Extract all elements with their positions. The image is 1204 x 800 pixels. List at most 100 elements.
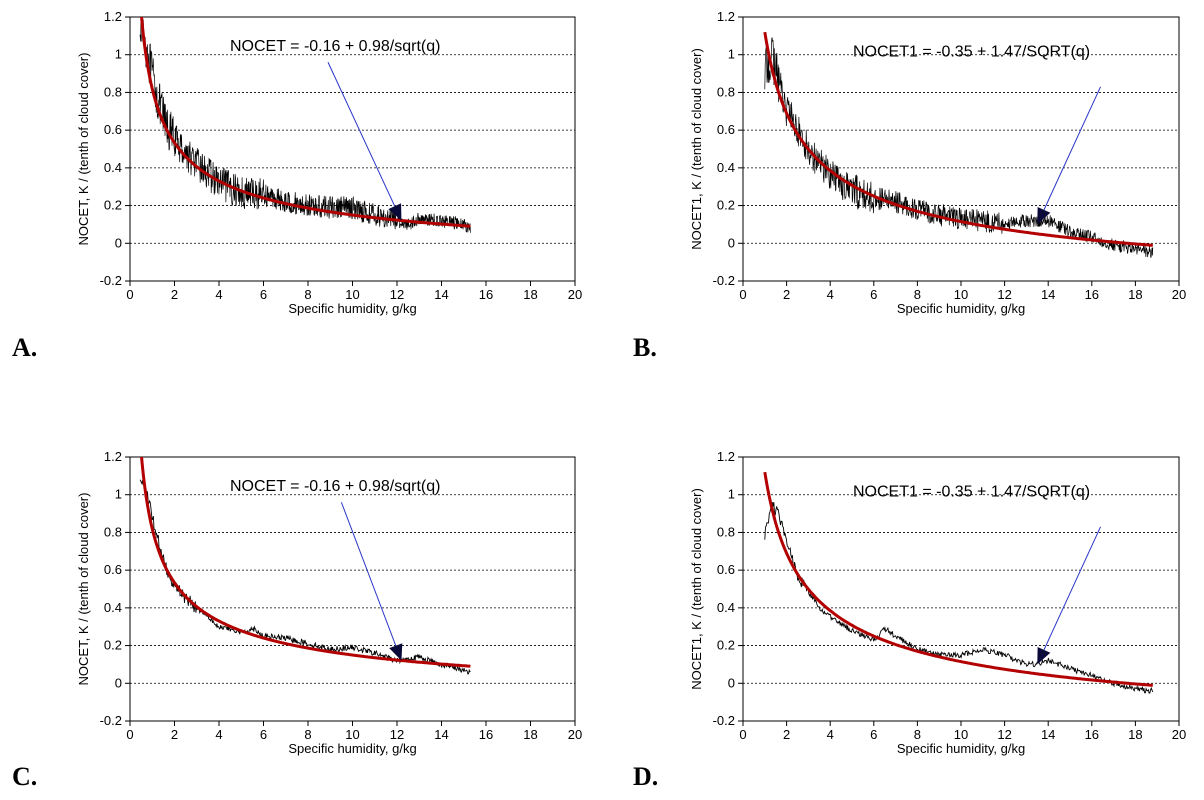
fit-curve-line: [763, 471, 1153, 687]
y-tick-label: 0.8: [104, 84, 122, 99]
x-tick-label: 2: [171, 727, 178, 742]
gridlines: [743, 494, 1179, 684]
x-tick-label: 10: [954, 287, 968, 302]
x-tick-label: 2: [783, 287, 790, 302]
x-tick-label: 12: [390, 727, 404, 742]
x-tick-label: 4: [215, 727, 222, 742]
x-axis-label: Specific humidity, g/kg: [897, 741, 1025, 756]
y-axis-label: NOCET1, K / (tenth of cloud cover): [689, 48, 704, 250]
x-tick-label: 12: [390, 287, 404, 302]
x-tick-label: 8: [304, 287, 311, 302]
y-tick-label: 1.2: [104, 9, 122, 24]
x-tick-label: 20: [568, 287, 582, 302]
x-tick-label: 14: [1041, 727, 1055, 742]
gridlines: [743, 54, 1179, 244]
y-tick-label: -0.2: [713, 713, 735, 728]
x-tick-label: 10: [345, 727, 359, 742]
annotation-arrow-head: [389, 643, 403, 661]
x-tick-label: 20: [1172, 287, 1186, 302]
annotation-arrow-head: [1037, 646, 1051, 665]
x-tick-label: 6: [870, 287, 877, 302]
y-tick-label: 0.8: [717, 84, 735, 99]
x-tick-label: 18: [523, 727, 537, 742]
x-tick-label: 0: [126, 727, 133, 742]
equation-annotation: NOCET = -0.16 + 0.98/sqrt(q): [230, 478, 440, 495]
x-tick-label: 2: [171, 287, 178, 302]
chart-panel-a: -0.2 0 0.2 0.4 0.6 0.8 1 1.2 0 2 4 6 8 10 12 14 16 18 20 Sp…: [70, 9, 590, 316]
x-tick-label: 4: [827, 287, 834, 302]
x-tick-label: 8: [304, 727, 311, 742]
y-tick-label: 0: [115, 235, 122, 250]
y-tick-label: 1.2: [717, 449, 735, 464]
y-tick-label: 0.6: [104, 562, 122, 577]
observed-series-line: [139, 17, 471, 233]
fit-curve-line: [763, 31, 1153, 247]
observed-series-line: [764, 37, 1154, 258]
x-tick-label: 0: [739, 287, 746, 302]
x-tick-label: 18: [523, 287, 537, 302]
x-tick-label: 2: [783, 727, 790, 742]
x-tick-label: 16: [1085, 727, 1099, 742]
y-tick-label: 0.6: [717, 122, 735, 137]
chart-panel-d: -0.2 0 0.2 0.4 0.6 0.8 1 1.2 0 2 4 6 8 10 12 14 16 18 20 Sp…: [688, 449, 1204, 756]
y-tick-label: 0.8: [717, 524, 735, 539]
x-tick-label: 14: [1041, 287, 1055, 302]
x-tick-label: 6: [260, 727, 267, 742]
x-tick-label: 4: [215, 287, 222, 302]
x-tick-label: 18: [1128, 727, 1142, 742]
panel-label-a: A.: [12, 333, 38, 362]
y-tick-label: -0.2: [100, 273, 122, 288]
panel-label-d: D.: [633, 762, 659, 791]
fit-curve-line: [140, 17, 471, 228]
chart-c: -0.2 0 0.2 0.4 0.6 0.8 1 1.2 0 2 4 6 8 10 12 14 16 18 20 Sp…: [76, 449, 582, 756]
x-tick-label: 8: [914, 727, 921, 742]
annotation-arrow-head: [388, 203, 402, 221]
y-tick-label: 0.4: [104, 160, 122, 175]
panel-label-b: B.: [633, 333, 657, 362]
chart-panel-c: -0.2 0 0.2 0.4 0.6 0.8 1 1.2 0 2 4 6 8 10 12 14 16 18 20 Sp…: [70, 449, 590, 756]
annotation-arrow-line: [1043, 86, 1101, 211]
y-tick-label: 1.2: [717, 9, 735, 24]
x-tick-label: 12: [997, 727, 1011, 742]
x-tick-label: 16: [1085, 287, 1099, 302]
chart-a: -0.2 0 0.2 0.4 0.6 0.8 1 1.2 0 2 4 6 8 10 12 14 16 18 20 Sp…: [76, 9, 582, 316]
observed-series-line: [764, 502, 1154, 694]
chart-b: -0.2 0 0.2 0.4 0.6 0.8 1 1.2 0 2 4 6 8 10 12 14 16 18 20 Sp…: [689, 9, 1186, 316]
x-tick-label: 6: [870, 727, 877, 742]
observed-series-line: [139, 479, 471, 675]
x-tick-label: 8: [914, 287, 921, 302]
y-tick-label: 0.8: [104, 524, 122, 539]
annotation-arrow-line: [1043, 526, 1101, 651]
y-tick-label: 0.4: [717, 600, 735, 615]
equation-annotation: NOCET1 = -0.35 + 1.47/SQRT(q): [853, 484, 1090, 501]
y-tick-label: 0.2: [717, 198, 735, 213]
y-tick-label: 0: [115, 675, 122, 690]
x-tick-label: 0: [126, 287, 133, 302]
x-tick-label: 4: [827, 727, 834, 742]
y-tick-label: 0.2: [104, 638, 122, 653]
chart-panel-b: -0.2 0 0.2 0.4 0.6 0.8 1 1.2 0 2 4 6 8 10 12 14 16 18 20 Sp…: [688, 9, 1204, 316]
y-axis-label: NOCET, K / (tenth of cloud cover): [76, 493, 91, 686]
y-tick-label: 0.4: [717, 160, 735, 175]
panel-label-c: C.: [12, 762, 38, 791]
x-axis-label: Specific humidity, g/kg: [897, 301, 1025, 316]
chart-d: -0.2 0 0.2 0.4 0.6 0.8 1 1.2 0 2 4 6 8 10 12 14 16 18 20 Sp…: [689, 449, 1186, 756]
annotation-arrow-line: [340, 502, 397, 646]
y-tick-label: 0.2: [717, 638, 735, 653]
x-tick-label: 20: [1172, 727, 1186, 742]
y-tick-label: 0.4: [104, 600, 122, 615]
y-tick-label: -0.2: [100, 713, 122, 728]
y-tick-label: 0: [728, 675, 735, 690]
y-tick-label: 0: [728, 235, 735, 250]
y-tick-label: 0.6: [104, 122, 122, 137]
y-tick-label: 1: [115, 47, 122, 62]
x-tick-label: 14: [434, 287, 448, 302]
y-axis-label: NOCET1, K / (tenth of cloud cover): [689, 488, 704, 690]
annotation-arrow-head: [1037, 206, 1051, 225]
y-tick-label: 0.6: [717, 562, 735, 577]
plot-frame: [129, 16, 576, 282]
y-tick-label: -0.2: [713, 273, 735, 288]
x-tick-label: 12: [997, 287, 1011, 302]
x-tick-label: 18: [1128, 287, 1142, 302]
y-tick-label: 0.2: [104, 198, 122, 213]
